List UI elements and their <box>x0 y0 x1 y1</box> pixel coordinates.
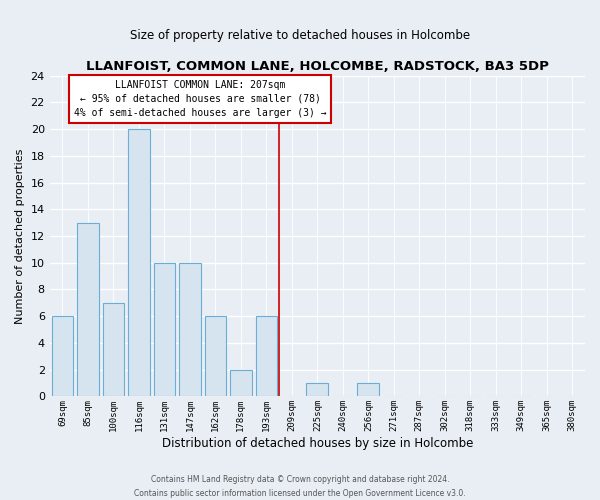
Bar <box>179 262 201 396</box>
X-axis label: Distribution of detached houses by size in Holcombe: Distribution of detached houses by size … <box>161 437 473 450</box>
Text: Contains HM Land Registry data © Crown copyright and database right 2024.
Contai: Contains HM Land Registry data © Crown c… <box>134 476 466 498</box>
Bar <box>256 316 277 396</box>
Bar <box>128 129 150 396</box>
Y-axis label: Number of detached properties: Number of detached properties <box>15 148 25 324</box>
Text: Size of property relative to detached houses in Holcombe: Size of property relative to detached ho… <box>130 30 470 43</box>
Bar <box>154 262 175 396</box>
Text: LLANFOIST COMMON LANE: 207sqm
← 95% of detached houses are smaller (78)
4% of se: LLANFOIST COMMON LANE: 207sqm ← 95% of d… <box>74 80 326 118</box>
Bar <box>103 303 124 396</box>
Bar <box>205 316 226 396</box>
Title: LLANFOIST, COMMON LANE, HOLCOMBE, RADSTOCK, BA3 5DP: LLANFOIST, COMMON LANE, HOLCOMBE, RADSTO… <box>86 60 549 73</box>
Bar <box>230 370 251 396</box>
Bar <box>77 222 99 396</box>
Bar <box>307 383 328 396</box>
Bar <box>358 383 379 396</box>
Bar <box>52 316 73 396</box>
